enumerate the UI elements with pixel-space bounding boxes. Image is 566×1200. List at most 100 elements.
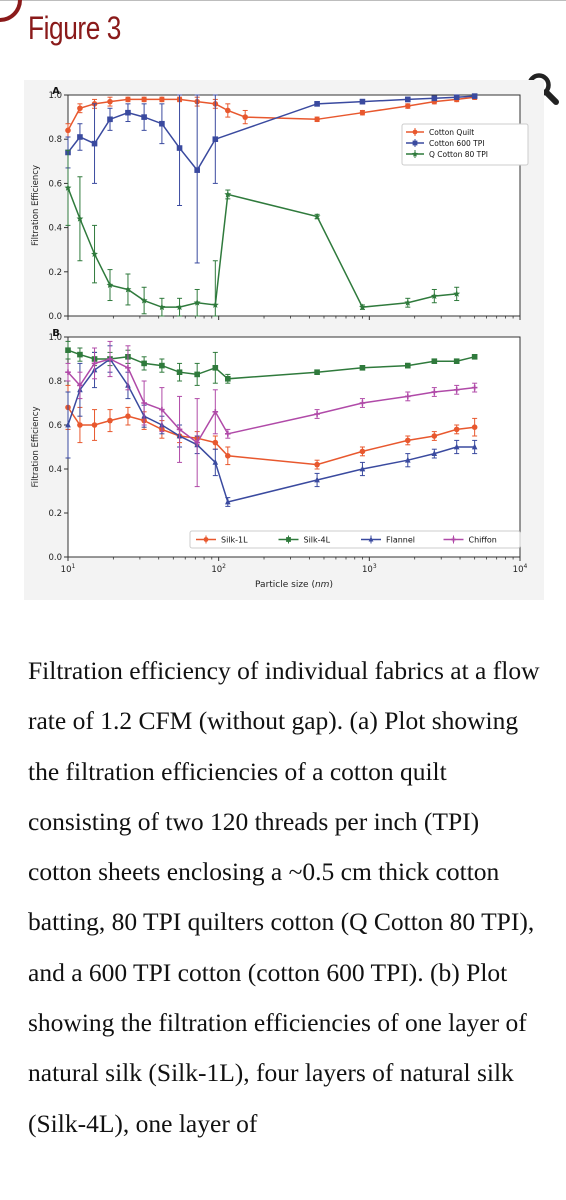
error-bar: [194, 94, 200, 264]
point: [404, 362, 411, 369]
point: [471, 443, 478, 450]
legend-label: Silk-1L: [221, 536, 248, 545]
point: [225, 453, 231, 459]
point: [404, 437, 411, 444]
point: [453, 443, 460, 450]
series-chiffon: [65, 340, 478, 488]
legend-label: Cotton Quilt: [429, 128, 474, 137]
legend-item: Flannel: [361, 535, 415, 545]
point: [141, 114, 147, 120]
point: [431, 358, 438, 364]
point: [158, 303, 166, 311]
point: [159, 96, 165, 103]
y-tick-label: 0.0: [48, 312, 62, 322]
point: [193, 299, 201, 306]
corner-accent: [0, 0, 22, 22]
legend-item: Silk-1L: [196, 535, 248, 545]
plot-area: [67, 336, 521, 558]
point: [212, 439, 219, 446]
point: [76, 215, 84, 222]
point: [91, 360, 98, 367]
y-axis-label: Filtration Efficiency: [31, 407, 41, 488]
legend-item: Silk-4L: [278, 535, 331, 545]
point: [359, 365, 366, 371]
y-axis-label: Filtration Efficiency: [31, 165, 41, 246]
y-tick-label: 1.0: [48, 333, 62, 343]
point: [107, 98, 113, 105]
point: [176, 426, 183, 433]
point: [453, 290, 461, 297]
point: [211, 301, 219, 308]
point: [430, 292, 438, 300]
point: [225, 376, 231, 382]
point: [194, 371, 200, 378]
legend-label: Silk-4L: [304, 536, 331, 545]
point: [431, 389, 438, 395]
x-tick-label: 103: [362, 563, 377, 575]
point: [124, 285, 132, 293]
panel-label: B: [52, 328, 60, 339]
point: [453, 94, 460, 101]
point: [359, 465, 366, 472]
point: [359, 109, 366, 116]
error-bar: [212, 260, 218, 317]
point: [106, 281, 114, 288]
panel-label: A: [52, 86, 60, 97]
point: [125, 96, 131, 103]
point: [125, 109, 131, 116]
point: [453, 426, 460, 433]
point: [159, 362, 165, 369]
legend-label: Chiffon: [469, 536, 497, 545]
legend-label: Q Cotton 80 TPI: [429, 150, 488, 159]
legend: Silk-1L Silk-4L Flannel Chiffon: [189, 530, 521, 549]
point: [314, 369, 320, 375]
point: [159, 120, 165, 127]
point: [431, 433, 438, 439]
point: [77, 382, 83, 389]
x-axis-label: Particle size (nm): [255, 580, 333, 590]
top-rule: [0, 0, 566, 1]
point: [359, 98, 366, 105]
y-tick-label: 0.2: [48, 509, 62, 519]
point: [225, 431, 231, 437]
figure-title: Figure 3: [28, 10, 121, 46]
point: [359, 400, 366, 406]
legend-item: Chiffon: [443, 535, 497, 545]
point: [176, 303, 183, 311]
point: [159, 406, 165, 413]
legend-box: [401, 123, 529, 166]
point: [212, 459, 219, 465]
point: [471, 354, 478, 360]
point: [453, 358, 460, 364]
point: [77, 351, 83, 358]
y-tick-label: 0.2: [48, 268, 62, 278]
point: [359, 448, 366, 455]
legend-item: Cotton 600 TPI: [406, 139, 484, 148]
point: [77, 105, 83, 112]
series-line: [67, 95, 475, 172]
point: [314, 411, 320, 417]
point: [194, 439, 200, 446]
x-tick-label: 102: [211, 563, 226, 575]
point: [404, 103, 411, 109]
point: [125, 413, 131, 420]
point: [225, 498, 231, 505]
y-tick-label: 0.8: [48, 377, 62, 387]
point: [65, 369, 71, 375]
y-tick-label: 0.4: [48, 465, 62, 475]
point: [212, 365, 219, 371]
point: [77, 422, 83, 428]
point: [314, 116, 320, 123]
point: [141, 360, 147, 367]
legend: Cotton Quilt Cotton 600 TPI Q Cotton 80 TP…: [401, 123, 529, 166]
point: [65, 127, 71, 134]
x-tick-label: 104: [513, 563, 528, 575]
point: [141, 400, 147, 406]
point: [451, 537, 456, 542]
legend-box: [189, 530, 521, 549]
point: [212, 409, 219, 415]
point: [404, 456, 411, 463]
point: [64, 184, 72, 191]
point: [91, 250, 98, 258]
